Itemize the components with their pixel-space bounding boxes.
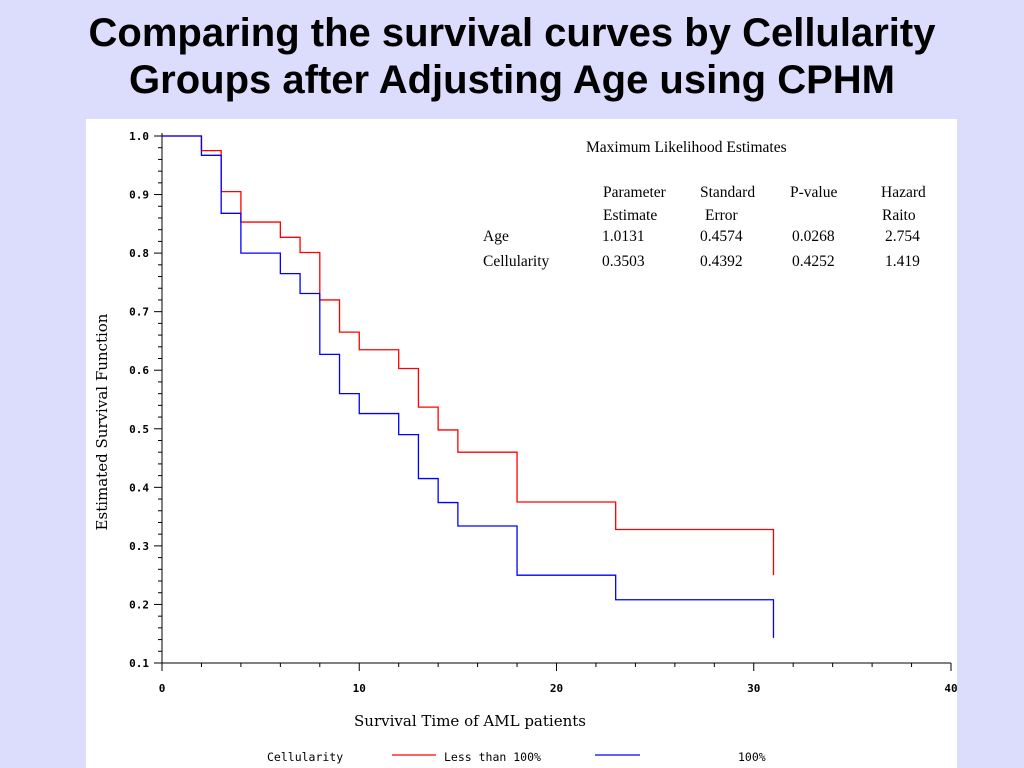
estimates-table-title: Maximum Likelihood Estimates [586,139,787,156]
x-tick-label-40: 40 [944,682,957,695]
estimates-table: Maximum Likelihood Estimates Parameter S… [483,139,926,270]
row-cellularity-estimate: 0.3503 [602,253,645,270]
y-tick-label-0.2: 0.2 [129,598,149,611]
row-cellularity-hazard: 1.419 [885,253,920,270]
x-tick-label-10: 10 [353,682,366,695]
row-age-label: Age [483,228,509,245]
row-age-estimate: 1.0131 [602,228,645,245]
axes: 0 10 20 30 40 0.1 0.2 0.3 0.4 0.5 0.6 0.7 0.8 0.9 1.0 [129,130,957,695]
row-age-stderr: 0.4574 [700,228,743,245]
y-tick-label-0.4: 0.4 [129,481,149,494]
slide-title: Comparing the survival curves by Cellula… [0,10,1024,104]
slide-title-line-1: Comparing the survival curves by Cellula… [88,11,936,55]
y-axis-title: Estimated Survival Function [93,313,111,530]
x-tick-label-20: 20 [550,682,563,695]
slide-title-line-2: Groups after Adjusting Age using CPHM [129,58,895,102]
legend-label-less-than-100: Less than 100% [444,750,541,764]
header-pvalue: P-value [790,184,837,201]
row-cellularity-pvalue: 0.4252 [792,253,835,270]
row-age: Age 1.0131 0.4574 0.0268 2.754 [483,228,920,245]
header-estimate: Estimate [603,207,657,224]
y-tick-label-0.6: 0.6 [129,364,149,377]
row-cellularity-label: Cellularity [483,253,550,270]
y-tick-label-0.9: 0.9 [129,189,149,202]
chart-panel: 0 10 20 30 40 0.1 0.2 0.3 0.4 0.5 0.6 0.7 0.8 0.9 1.0 … [86,119,957,768]
series-layer [162,135,775,638]
legend: Cellularity Less than 100% 100% [267,750,766,764]
header-standard: Standard [700,184,755,201]
row-age-pvalue: 0.0268 [792,228,835,245]
y-tick-label-1.0: 1.0 [129,130,149,143]
header-hazard: Hazard [881,184,926,201]
y-tick-label-0.1: 0.1 [129,657,149,670]
header-parameter: Parameter [603,184,667,201]
y-tick-label-0.7: 0.7 [129,306,149,319]
series-line-less-than-100 [162,135,775,576]
row-cellularity: Cellularity 0.3503 0.4392 0.4252 1.419 [483,253,920,270]
row-cellularity-stderr: 0.4392 [700,253,743,270]
y-tick-label-0.3: 0.3 [129,540,149,553]
legend-label-100: 100% [738,750,766,764]
row-age-hazard: 2.754 [885,228,920,245]
header-raito: Raito [882,207,916,224]
header-error: Error [705,207,739,224]
y-tick-label-0.8: 0.8 [129,247,149,260]
survival-chart: 0 10 20 30 400.10.20.30.40.50.60.70.80.91.0 … [93,130,957,764]
legend-title: Cellularity [267,750,343,764]
x-tick-label-30: 30 [747,682,760,695]
x-axis-title: Survival Time of AML patients [354,712,586,730]
y-tick-label-0.5: 0.5 [129,423,149,436]
x-tick-label-0: 0 [159,682,166,695]
series-line-100 [162,135,775,638]
